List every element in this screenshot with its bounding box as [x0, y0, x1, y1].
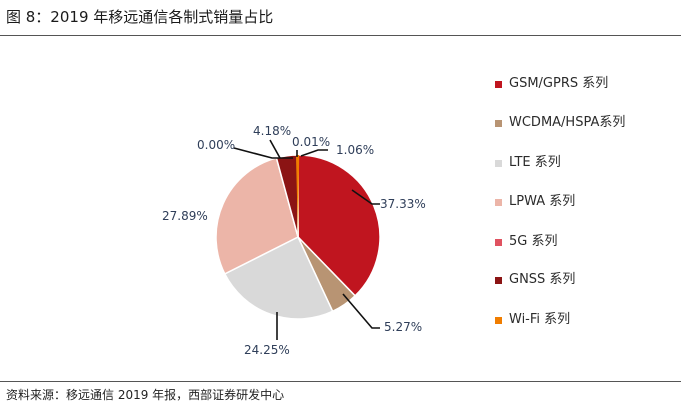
legend-label-lpwa: LPWA 系列: [509, 194, 576, 209]
legend-swatch-5g: [495, 239, 502, 246]
pie-slices: [215, 154, 381, 320]
pie-slice-gsm: [297, 154, 381, 297]
leader-lines: [233, 139, 380, 340]
legend-item-5g: 5G 系列: [495, 234, 659, 250]
leader-line-extra: [300, 149, 328, 157]
slice-labels: 37.33% 5.27% 24.25% 27.89% 0.00% 4.18%0.01% 1.…: [162, 124, 426, 357]
legend-item-wcdma: WCDMA/HSPA系列: [495, 115, 631, 131]
legend-label-wcdma: WCDMA/HSPA系列: [509, 115, 626, 130]
legend-item-gnss: GNSS 系列: [495, 272, 659, 288]
data-label-lte: 24.25%: [244, 343, 290, 357]
data-label-5g: 0.00%: [197, 138, 235, 152]
data-label-wcdma: 5.27%: [384, 320, 422, 334]
legend-item-gsm: GSM/GPRS 系列: [495, 76, 659, 92]
legend-item-lte: LTE 系列: [495, 155, 659, 171]
leader-line-gsm: [351, 189, 380, 205]
legend-item-wifi: Wi-Fi 系列: [495, 312, 659, 328]
data-label-gnss: 4.18%: [253, 124, 291, 138]
leader-line-gnss: [269, 139, 281, 159]
legend-swatch-lte: [495, 160, 502, 167]
legend-swatch-gsm: [495, 81, 502, 88]
legend-label-lte: LTE 系列: [509, 155, 561, 170]
legend-swatch-wcdma: [495, 120, 502, 127]
figure-title: 图 8：2019 年移远通信各制式销量占比: [6, 8, 274, 26]
leader-line-5g: [233, 147, 293, 159]
legend-label-gsm: GSM/GPRS 系列: [509, 76, 609, 91]
data-label-lpwa: 27.89%: [162, 209, 208, 223]
pie-chart: 37.33% 5.27% 24.25% 27.89% 0.00% 4.18%0.01% 1.…: [162, 124, 426, 357]
data-label-extra: 1.06%: [336, 143, 374, 157]
pie-slice-lte: [223, 235, 334, 320]
data-label-wifi: 0.01%: [292, 135, 330, 149]
source-note: 资料来源：移远通信 2019 年报，西部证券研发中心: [6, 388, 285, 402]
legend-item-lpwa: LPWA 系列: [495, 194, 659, 210]
legend-swatch-lpwa: [495, 199, 502, 206]
legend-label-5g: 5G 系列: [509, 234, 558, 249]
top-rule: [0, 35, 681, 36]
legend-label-wifi: Wi-Fi 系列: [509, 312, 571, 327]
legend-swatch-wifi: [495, 317, 502, 324]
leader-line-wcdma: [342, 293, 380, 329]
pie-slice-lpwa: [215, 156, 299, 275]
pie-slice-wifi-sliver: [295, 155, 300, 237]
legend-label-gnss: GNSS 系列: [509, 272, 576, 287]
bottom-rule: [0, 381, 681, 382]
legend-swatch-gnss: [495, 277, 502, 284]
data-label-gsm: 37.33%: [380, 197, 426, 211]
